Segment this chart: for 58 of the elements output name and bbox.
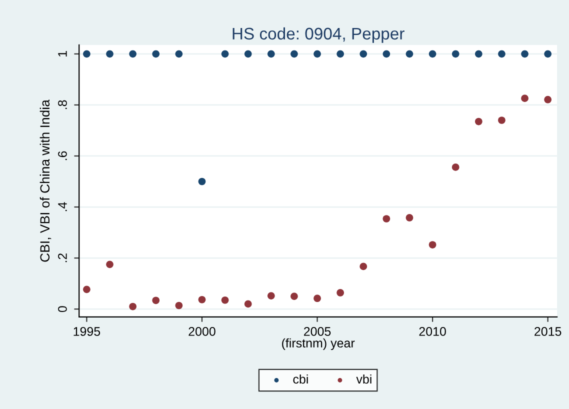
- point: [198, 178, 206, 186]
- y-tick-label: .4: [58, 202, 67, 212]
- point: [129, 50, 136, 58]
- point: [267, 50, 275, 58]
- point: [382, 50, 390, 58]
- point: [428, 50, 436, 58]
- y-tick-label: .8: [58, 100, 67, 110]
- x-axis-title: (firstnm) year: [282, 338, 355, 350]
- point: [544, 96, 552, 104]
- point: [106, 50, 114, 58]
- point: [498, 50, 506, 58]
- point: [175, 50, 183, 58]
- point: [336, 50, 344, 58]
- point: [244, 50, 252, 58]
- y-tick-label: 1: [58, 51, 67, 56]
- point: [360, 262, 368, 270]
- point: [290, 50, 298, 58]
- point: [175, 302, 183, 310]
- x-tick-label: 2000: [188, 327, 216, 336]
- point: [221, 50, 229, 58]
- point: [152, 296, 160, 304]
- point: [83, 286, 90, 294]
- point: [129, 302, 136, 310]
- point: [314, 50, 321, 58]
- y-axis-title: CBI, VBI of China with India: [40, 100, 52, 262]
- point: [198, 296, 206, 304]
- point: [521, 50, 528, 58]
- x-tick-label: 2005: [304, 327, 331, 336]
- point: [221, 296, 229, 304]
- chart-title: HS code: 0904, Pepper: [232, 27, 404, 43]
- legend-label: vbi: [356, 374, 372, 384]
- point: [382, 215, 390, 222]
- point: [360, 50, 368, 58]
- point: [244, 300, 252, 308]
- x-tick-label: 2010: [419, 327, 446, 336]
- point: [452, 50, 460, 58]
- y-tick-label: .6: [58, 151, 67, 160]
- point: [452, 164, 460, 171]
- point: [474, 50, 482, 58]
- point: [544, 50, 552, 58]
- point: [290, 292, 298, 300]
- legend-label: cbi: [293, 374, 308, 384]
- x-tick-label: 1995: [74, 327, 100, 336]
- y-tick-label: .2: [58, 253, 67, 262]
- point: [406, 50, 414, 58]
- point: [474, 118, 482, 126]
- point: [521, 94, 528, 102]
- point: [428, 241, 436, 248]
- point: [83, 50, 90, 58]
- point: [267, 292, 275, 300]
- point: [106, 260, 114, 268]
- point: [314, 294, 321, 302]
- point: [152, 50, 160, 58]
- point: [336, 289, 344, 296]
- point: [406, 214, 414, 222]
- y-tick-label: 0: [58, 306, 67, 312]
- point: [498, 116, 506, 124]
- x-tick-label: 2015: [534, 327, 562, 336]
